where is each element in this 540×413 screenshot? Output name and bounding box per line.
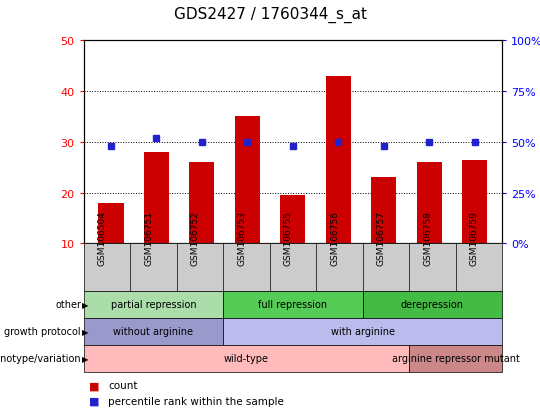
Text: GSM106755: GSM106755 xyxy=(284,210,293,265)
Text: ■: ■ xyxy=(89,380,99,390)
Text: ▶: ▶ xyxy=(82,354,89,363)
Text: ■: ■ xyxy=(89,396,99,406)
Text: GDS2427 / 1760344_s_at: GDS2427 / 1760344_s_at xyxy=(173,7,367,23)
Bar xyxy=(372,178,396,244)
Text: GSM106757: GSM106757 xyxy=(377,210,386,265)
Text: ▶: ▶ xyxy=(82,327,89,336)
Text: GSM106756: GSM106756 xyxy=(330,210,340,265)
Bar xyxy=(144,152,169,244)
Text: arginine repressor mutant: arginine repressor mutant xyxy=(392,353,519,363)
Text: GSM106751: GSM106751 xyxy=(145,210,153,265)
Bar xyxy=(280,196,306,244)
Text: GSM106759: GSM106759 xyxy=(470,210,479,265)
Text: GSM106758: GSM106758 xyxy=(423,210,433,265)
Bar xyxy=(417,163,442,244)
Text: with arginine: with arginine xyxy=(330,326,395,337)
Text: GSM106504: GSM106504 xyxy=(98,210,107,265)
Text: GSM106752: GSM106752 xyxy=(191,210,200,265)
Text: derepression: derepression xyxy=(401,299,464,310)
Text: count: count xyxy=(108,380,138,390)
Text: other: other xyxy=(55,299,81,310)
Bar xyxy=(235,117,260,244)
Bar xyxy=(326,77,351,244)
Text: percentile rank within the sample: percentile rank within the sample xyxy=(108,396,284,406)
Bar xyxy=(98,203,124,244)
Text: wild-type: wild-type xyxy=(224,353,269,363)
Text: partial repression: partial repression xyxy=(111,299,196,310)
Text: ▶: ▶ xyxy=(82,300,89,309)
Text: genotype/variation: genotype/variation xyxy=(0,353,81,363)
Text: growth protocol: growth protocol xyxy=(4,326,81,337)
Text: full repression: full repression xyxy=(258,299,328,310)
Text: GSM106753: GSM106753 xyxy=(238,210,246,265)
Text: without arginine: without arginine xyxy=(113,326,193,337)
Bar xyxy=(462,160,488,244)
Bar xyxy=(190,163,214,244)
